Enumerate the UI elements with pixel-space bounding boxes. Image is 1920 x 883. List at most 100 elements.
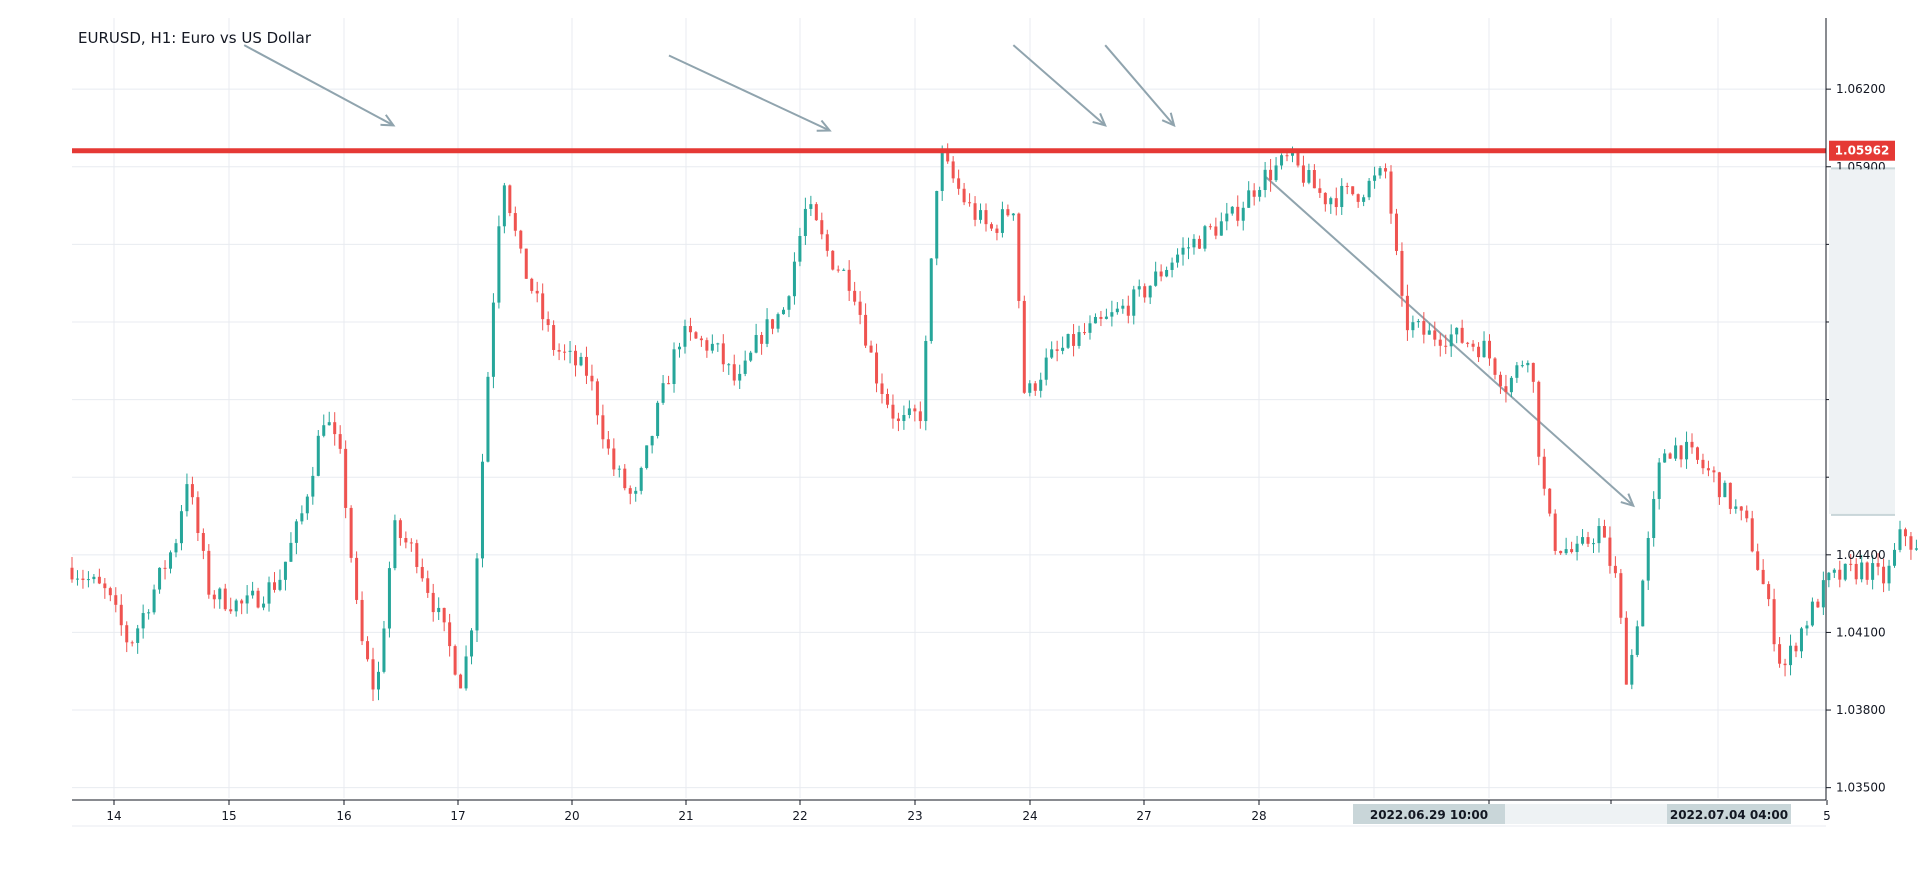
candle-body [1044, 357, 1048, 380]
candle-body [1203, 226, 1207, 249]
candle-body [81, 578, 85, 580]
candle-body [792, 261, 796, 297]
candle-body [147, 612, 151, 614]
candle-body [1608, 537, 1612, 566]
candle-body [1586, 537, 1590, 544]
candle-body [75, 578, 79, 580]
candle-body [1843, 563, 1847, 580]
candle-body [557, 349, 561, 352]
candle-body [798, 235, 802, 262]
x-tick-label: 27 [1136, 809, 1151, 823]
candle-body [437, 607, 441, 613]
resistance-touch-arrow [1104, 44, 1175, 127]
candle-body [300, 513, 304, 522]
candle-body [136, 628, 140, 643]
candle-body [584, 356, 588, 376]
candle-body [1882, 566, 1886, 584]
candle-body [1378, 168, 1382, 176]
candle-body [70, 567, 74, 580]
candle-body [628, 488, 632, 494]
candle-body [1810, 601, 1814, 626]
x-tick-label: 23 [907, 809, 922, 823]
resistance-touch-arrow-head [1092, 113, 1107, 127]
candle-body [688, 326, 692, 333]
candle-body [1170, 262, 1174, 270]
candle-body [152, 589, 156, 613]
candle-body [552, 325, 556, 350]
candle-body [1373, 175, 1377, 181]
candle-body [606, 439, 610, 449]
candle-body [234, 600, 238, 612]
candle-body [1520, 365, 1524, 367]
candle-body [650, 435, 654, 446]
candle-body [1849, 563, 1853, 565]
candles [70, 143, 1918, 702]
resistance-touch-arrow-head [816, 119, 832, 132]
candle-body [1761, 569, 1765, 585]
candle-body [962, 188, 966, 203]
candle-body [1143, 286, 1147, 298]
candle-body [1050, 349, 1054, 358]
candle-body [535, 290, 539, 294]
candle-body [661, 383, 665, 403]
candle-body [349, 507, 353, 558]
candle-body [245, 595, 249, 604]
candle-body [853, 290, 857, 302]
candle-body [1159, 271, 1163, 277]
candle-body [803, 208, 807, 236]
candle-body [190, 484, 194, 498]
candle-body [229, 609, 233, 612]
candle-body [979, 210, 983, 220]
resistance-touch-arrow-head [1161, 112, 1176, 128]
candle-body [1619, 573, 1623, 618]
candle-body [218, 588, 222, 600]
candle-body [1838, 569, 1842, 580]
candle-body [1871, 563, 1875, 580]
candle-body [809, 204, 813, 209]
candle-body [1624, 617, 1628, 685]
candle-body [1394, 213, 1398, 251]
candle-body [1137, 286, 1141, 290]
candle-body [918, 411, 922, 422]
candle-body [568, 350, 572, 352]
candle-body [1334, 198, 1338, 208]
candle-body [1635, 626, 1639, 655]
candle-body [1668, 453, 1672, 459]
candle-body [1405, 295, 1409, 331]
candle-body [207, 550, 211, 595]
x-tick-label: 28 [1251, 809, 1266, 823]
x-tick-label: 5 [1823, 809, 1831, 823]
candle-body [1099, 316, 1103, 319]
candle-body [880, 383, 884, 395]
candle-body [1093, 316, 1097, 324]
candle-body [256, 590, 260, 608]
candle-body [179, 511, 183, 544]
candle-body [305, 496, 309, 514]
candle-body [743, 360, 747, 374]
candle-body [875, 352, 879, 384]
candle-body [1542, 456, 1546, 489]
candle-body [223, 588, 227, 610]
candle-body [1821, 580, 1825, 608]
candle-body [1898, 529, 1902, 550]
candle-body [1017, 213, 1021, 301]
candle-body [1471, 343, 1475, 347]
candle-body [765, 319, 769, 344]
candle-body [1247, 190, 1251, 208]
candle-body [1646, 537, 1650, 581]
candle-body [1362, 197, 1366, 202]
candle-body [1767, 584, 1771, 600]
candle-body [869, 345, 873, 353]
candle-body [1340, 185, 1344, 208]
candle-body [1290, 151, 1294, 156]
candle-body [1072, 334, 1076, 346]
candle-body [1515, 365, 1519, 378]
candle-body [415, 543, 419, 567]
candle-body [864, 314, 868, 346]
candle-body [1208, 226, 1212, 228]
candle-body [1154, 271, 1158, 286]
candle-body [771, 319, 775, 329]
candle-body [836, 269, 840, 271]
